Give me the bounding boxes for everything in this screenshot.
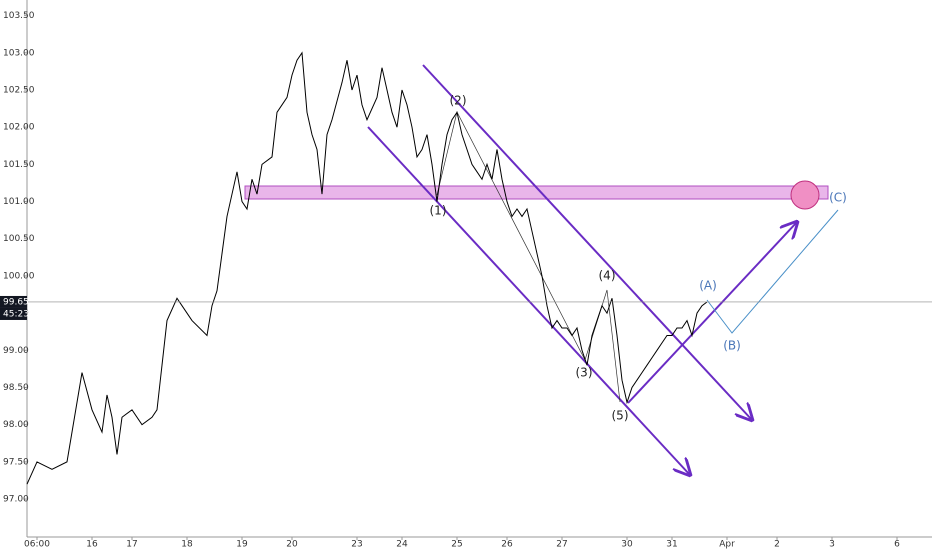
y-tick-label: 97.50 <box>3 457 29 467</box>
x-tick-label: 3 <box>829 540 835 550</box>
x-tick-label: 6 <box>894 540 900 550</box>
wave-label: (2) <box>450 94 467 108</box>
x-tick-label: 16 <box>86 540 98 550</box>
x-tick-label: 23 <box>351 540 362 550</box>
x-tick-label: 26 <box>501 540 513 550</box>
projection-line <box>706 209 839 334</box>
x-tick-label: 24 <box>396 540 408 550</box>
y-tick-label: 103.50 <box>3 11 35 21</box>
last-price-label: 99.65 <box>3 297 29 307</box>
y-tick-label: 100.00 <box>3 271 35 281</box>
last-price-box <box>0 295 27 308</box>
channel-lower <box>367 126 690 475</box>
target-circle <box>790 180 820 210</box>
wave-label: (3) <box>576 366 593 380</box>
x-tick-label: 30 <box>621 540 633 550</box>
y-tick-label: 102.00 <box>3 123 35 133</box>
x-tick-label: 2 <box>774 540 780 550</box>
x-tick-label: 25 <box>451 540 462 550</box>
wave-label: (5) <box>612 409 629 423</box>
wave-label: (4) <box>599 269 616 283</box>
y-tick-label: 98.50 <box>3 383 29 393</box>
x-tick-label: 18 <box>181 540 193 550</box>
wave-label: (1) <box>430 204 447 218</box>
countdown-box <box>0 307 27 320</box>
wave-label: (A) <box>699 279 717 293</box>
y-tick-label: 98.00 <box>3 420 29 430</box>
y-tick-label: 102.50 <box>3 85 35 95</box>
x-tick-label: 31 <box>666 540 677 550</box>
y-tick-label: 99.00 <box>3 346 29 356</box>
price-line <box>26 51 708 485</box>
wave-label: (B) <box>723 339 741 353</box>
y-tick-label: 97.00 <box>3 495 29 505</box>
y-tick-label: 101.50 <box>3 160 35 170</box>
x-tick-label: 27 <box>556 540 567 550</box>
channel-upper <box>422 64 752 420</box>
wave-label: (C) <box>829 191 847 205</box>
breakout-arrow <box>627 222 797 404</box>
x-tick-label: Apr <box>719 540 735 550</box>
x-tick-label: 06:00 <box>24 540 50 550</box>
countdown-label: 45:23 <box>3 309 29 319</box>
x-tick-label: 17 <box>126 540 137 550</box>
y-tick-label: 101.00 <box>3 197 35 207</box>
x-tick-label: 19 <box>236 540 248 550</box>
y-tick-label: 100.50 <box>3 234 35 244</box>
x-tick-label: 20 <box>286 540 298 550</box>
y-tick-label: 103.00 <box>3 48 35 58</box>
